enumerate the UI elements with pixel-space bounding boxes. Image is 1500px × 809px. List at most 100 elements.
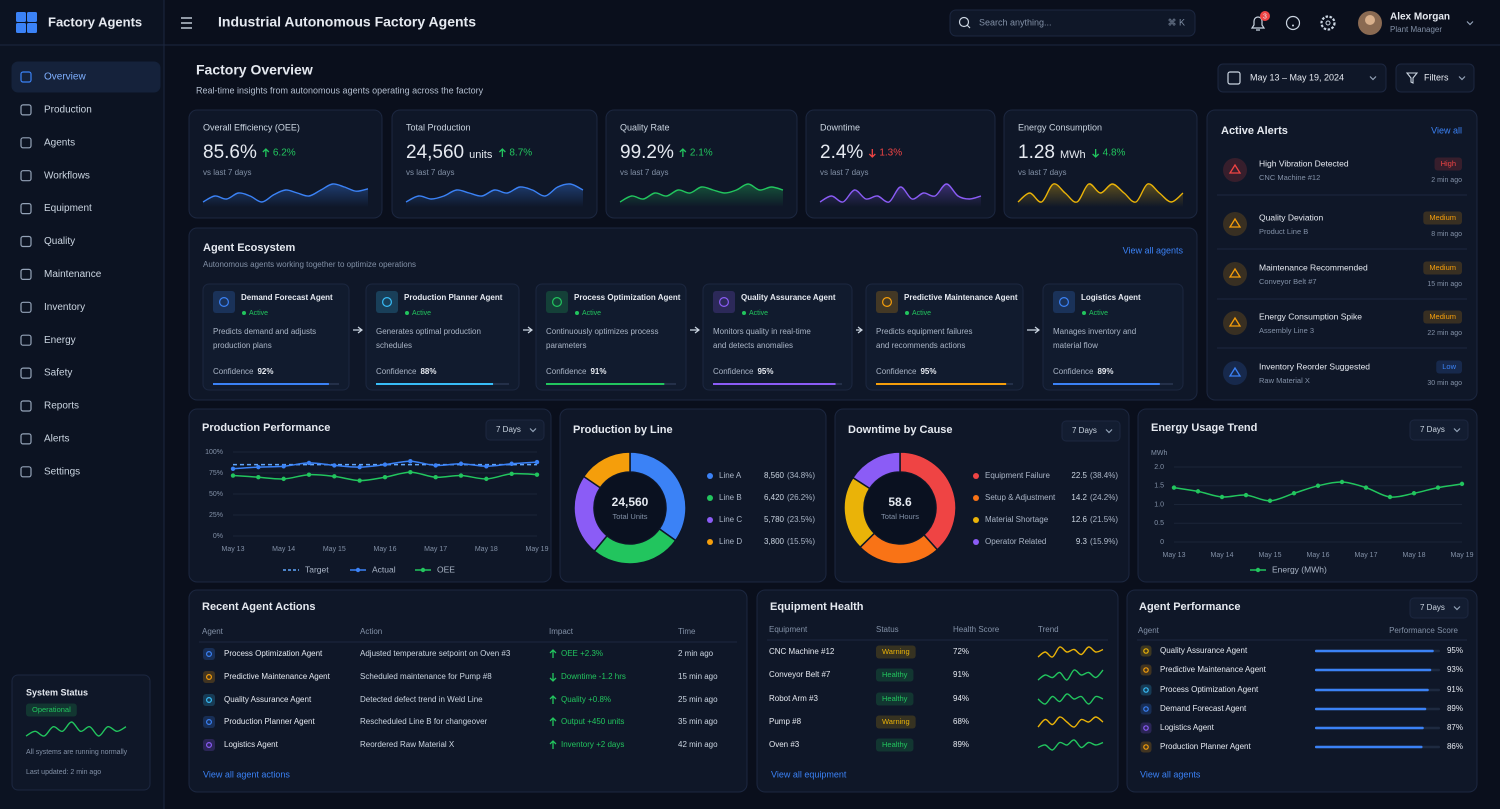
cell-score: 89% <box>1447 704 1463 713</box>
status-badge: Healthy <box>882 740 908 749</box>
alert-icon <box>1228 217 1242 228</box>
nav-item[interactable]: Quality <box>44 236 75 247</box>
alert-severity: Medium <box>1429 312 1456 321</box>
table-link[interactable]: View all agents <box>1140 769 1201 779</box>
nav-item[interactable]: Production <box>44 105 92 116</box>
cell-score: 68% <box>953 717 969 726</box>
cell-score: 91% <box>1447 685 1463 694</box>
agent-card <box>535 283 687 391</box>
agent-status: Active <box>582 310 601 317</box>
sparkline <box>1037 669 1104 681</box>
alert-subtitle: Conveyor Belt #7 <box>1259 277 1317 286</box>
nav-item[interactable]: Safety <box>44 368 72 379</box>
icon-glyph <box>1143 648 1149 654</box>
data-point <box>382 462 388 467</box>
column-header: Time <box>678 627 696 636</box>
table-link[interactable]: View all agent actions <box>203 769 290 779</box>
alerts-link[interactable]: View all <box>1431 125 1462 135</box>
status-badge: Warning <box>882 647 910 656</box>
table-link[interactable]: View all equipment <box>771 769 847 779</box>
legend-marker <box>707 473 713 479</box>
chevron-icon <box>1453 606 1461 611</box>
status-badge-bg <box>876 668 914 682</box>
data-point <box>382 475 388 480</box>
nav-item[interactable]: Workflows <box>44 170 90 181</box>
confidence-bar <box>713 383 836 385</box>
value-label: 6,420 <box>764 493 785 502</box>
kpi-card <box>391 109 598 219</box>
chart-panel <box>1137 408 1478 583</box>
dropdown[interactable] <box>1409 597 1469 619</box>
icon-bg <box>376 291 398 313</box>
help-icon[interactable] <box>1285 15 1301 31</box>
dropdown-label[interactable]: 7 Days <box>496 425 521 434</box>
agent-name: Logistics Agent <box>1081 293 1141 302</box>
legend-marker <box>355 567 361 573</box>
sidebar <box>0 0 164 809</box>
nav-item[interactable]: Reports <box>44 401 79 412</box>
y-tick-label: 1.0 <box>1154 501 1164 508</box>
nav-item[interactable]: Settings <box>44 466 80 477</box>
system-status-badge: Operational <box>32 705 71 714</box>
dropdown-label[interactable]: 7 Days <box>1072 426 1097 435</box>
data-point <box>534 472 540 477</box>
cell-agent: Demand Forecast Agent <box>1160 704 1247 713</box>
dropdown-label[interactable]: 7 Days <box>1420 603 1445 612</box>
sparkline <box>819 183 982 203</box>
chevron-icon <box>1369 76 1377 81</box>
kpi-comparison: vs last 7 days <box>406 168 454 177</box>
cell-score: 91% <box>953 670 969 679</box>
filters-button[interactable] <box>1395 63 1475 93</box>
alert-time: 2 min ago <box>1431 177 1462 184</box>
cell-score: 95% <box>1447 646 1463 655</box>
dropdown-label[interactable]: 7 Days <box>1420 425 1445 434</box>
data-point <box>408 459 413 464</box>
search-icon <box>958 16 970 28</box>
nav-item[interactable]: Energy <box>44 335 76 346</box>
logo-tile <box>27 23 37 33</box>
settings-icon[interactable] <box>1320 15 1336 31</box>
confidence-heading: Confidence <box>546 367 587 376</box>
sparkline <box>405 183 584 203</box>
cell-equipment: Oven #3 <box>769 740 800 749</box>
nav-item[interactable]: Alerts <box>44 434 70 445</box>
data-point <box>1195 489 1201 494</box>
ecosystem-subtitle: Autonomous agents working together to op… <box>203 260 416 269</box>
kpi-label: Quality Rate <box>620 122 670 132</box>
dropdown[interactable] <box>1409 419 1469 441</box>
dropdown[interactable] <box>1061 420 1121 442</box>
status-badge: Healthy <box>882 670 908 679</box>
donut-slice <box>582 451 631 489</box>
ecosystem-link[interactable]: View all agents <box>1123 245 1184 255</box>
alert-icon <box>1228 267 1242 278</box>
agent-name: Quality Assurance Agent <box>741 293 836 302</box>
y-tick-label: 0.5 <box>1154 520 1164 527</box>
y-tick-label: 100% <box>205 449 223 456</box>
sparkline <box>1037 693 1104 705</box>
nav-item[interactable]: Overview <box>44 72 86 83</box>
cell-action: Reordered Raw Material X <box>360 740 455 749</box>
data-point <box>1363 485 1369 490</box>
icon-bg <box>546 291 568 313</box>
x-tick-label: May 19 <box>526 546 549 553</box>
nav-item[interactable]: Equipment <box>44 203 92 214</box>
data-point <box>484 464 489 469</box>
data-point <box>281 476 286 482</box>
dropdown[interactable] <box>485 419 545 441</box>
date-picker[interactable] <box>1217 63 1387 93</box>
nav-item[interactable]: Inventory <box>44 302 85 313</box>
percent-label: (24.2%) <box>1090 493 1118 502</box>
nav-item[interactable]: Maintenance <box>44 269 102 280</box>
data-point <box>256 464 261 470</box>
data-point <box>306 460 312 466</box>
nav-icon <box>20 170 32 182</box>
data-point <box>534 459 540 465</box>
bell-icon[interactable] <box>1250 16 1266 31</box>
percent-label: (34.8%) <box>787 471 815 480</box>
nav-item[interactable]: Agents <box>44 137 75 148</box>
alerts-title: Active Alerts <box>1221 125 1288 137</box>
icon-glyph <box>1143 687 1149 693</box>
search-box[interactable] <box>949 9 1196 37</box>
app-name: Factory Agents <box>48 14 142 29</box>
